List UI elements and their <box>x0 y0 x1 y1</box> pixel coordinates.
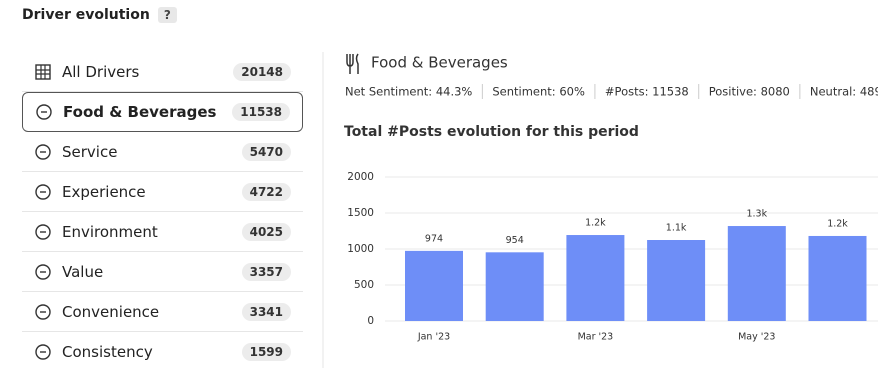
driver-list: All Drivers 20148 Food & Beverages 11538 Ser… <box>22 52 303 368</box>
driver-label: Experience <box>62 182 146 201</box>
driver-icon <box>35 343 51 360</box>
stat: Sentiment: 60% <box>492 85 585 99</box>
bar <box>566 235 625 321</box>
y-tick-label: 1500 <box>347 207 374 219</box>
y-tick-label: 2000 <box>347 171 374 183</box>
driver-label: Service <box>62 142 118 161</box>
driver-count: 4025 <box>241 222 291 241</box>
y-tick-label: 500 <box>354 279 374 291</box>
bar <box>485 252 544 321</box>
driver-count: 3357 <box>241 262 291 281</box>
driver-label: All Drivers <box>62 62 140 81</box>
bar <box>405 250 463 321</box>
driver-count: 20148 <box>233 62 291 81</box>
driver-count: 4722 <box>241 182 291 201</box>
help-button[interactable]: ? <box>157 7 177 23</box>
driver-row[interactable]: Value 3357 <box>22 252 303 292</box>
y-tick-label: 1000 <box>347 243 374 255</box>
driver-row[interactable]: Service 5470 <box>22 132 303 172</box>
driver-row[interactable]: Food & Beverages 11538 <box>22 92 303 132</box>
driver-label: Food & Beverages <box>63 103 217 121</box>
value-label: 1.2k <box>827 218 848 229</box>
driver-row[interactable]: Experience 4722 <box>22 172 303 212</box>
driver-icon <box>35 143 51 160</box>
detail-title: Food & Beverages <box>371 54 508 72</box>
value-label: 974 <box>425 233 443 244</box>
driver-icon <box>35 183 51 200</box>
driver-row[interactable]: All Drivers 20148 <box>22 52 303 92</box>
driver-label: Environment <box>62 222 158 241</box>
bar <box>808 235 867 321</box>
driver-icon <box>35 263 51 280</box>
stat: Neutral: 489 <box>810 85 878 99</box>
driver-icon <box>35 223 51 240</box>
driver-icon <box>35 63 51 80</box>
value-label: 1.1k <box>666 223 687 234</box>
stat: Positive: 8080 <box>709 85 790 99</box>
driver-count: 3341 <box>241 302 291 321</box>
driver-count: 1599 <box>241 342 291 361</box>
driver-row[interactable]: Convenience 3341 <box>22 292 303 332</box>
value-label: 1.3k <box>746 209 767 220</box>
driver-label: Value <box>62 262 104 281</box>
value-label: 954 <box>506 235 524 246</box>
stat: Net Sentiment: 44.3% <box>345 85 472 99</box>
y-tick-label: 0 <box>367 315 374 327</box>
driver-count: 11538 <box>232 103 290 121</box>
x-tick-label: Mar '23 <box>578 332 614 343</box>
bar <box>727 226 786 321</box>
header: Driver evolution ? <box>22 7 177 23</box>
bar <box>647 240 706 321</box>
chart-title: Total #Posts evolution for this period <box>344 124 639 140</box>
driver-count: 5470 <box>241 142 291 161</box>
driver-row[interactable]: Consistency 1599 <box>22 332 303 368</box>
driver-label: Convenience <box>62 302 160 321</box>
stat: #Posts: 11538 <box>605 85 689 99</box>
driver-label: Consistency <box>62 342 153 361</box>
x-tick-label: Jan '23 <box>417 332 450 343</box>
food-icon <box>346 53 359 74</box>
driver-row[interactable]: Environment 4025 <box>22 212 303 252</box>
driver-icon <box>36 104 52 120</box>
driver-icon <box>35 303 51 320</box>
header-title: Driver evolution <box>22 7 150 23</box>
x-tick-label: May '23 <box>738 332 775 343</box>
value-label: 1.2k <box>585 218 606 229</box>
